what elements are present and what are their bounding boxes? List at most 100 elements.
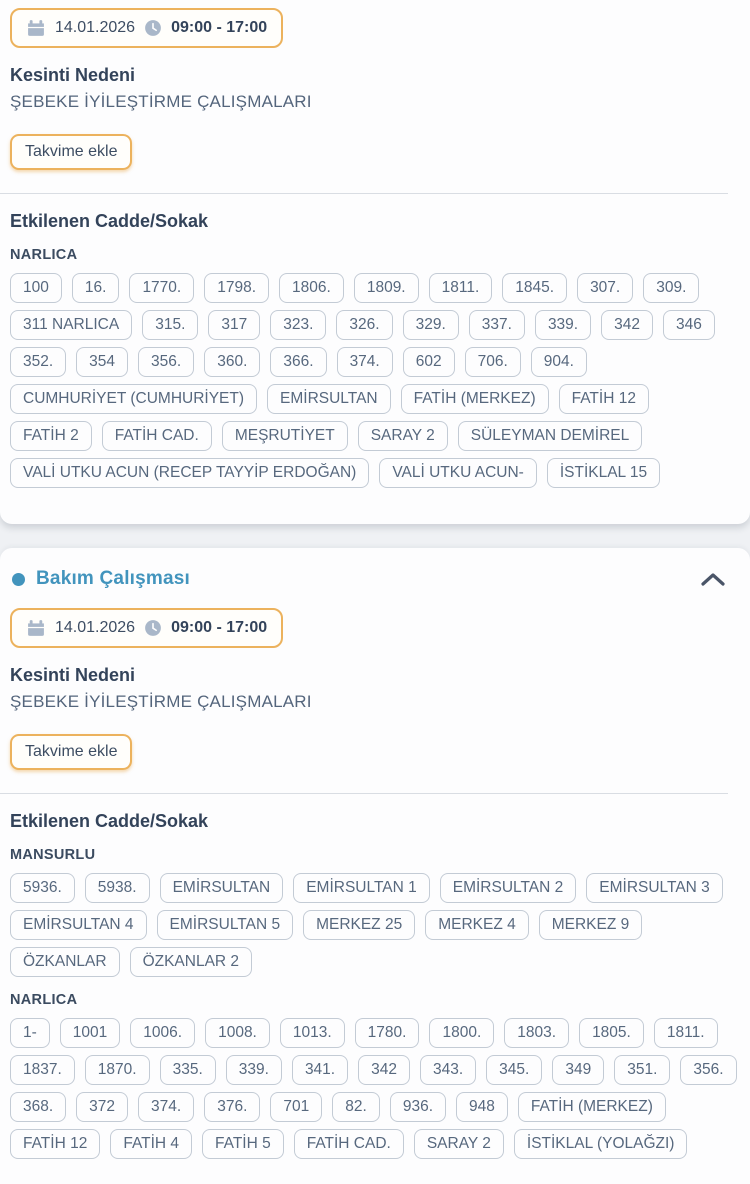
street-chip: 349	[552, 1055, 605, 1085]
street-chip: CUMHURİYET (CUMHURİYET)	[10, 384, 258, 414]
outage-date: 14.01.2026	[55, 619, 136, 636]
street-chip: 82.	[332, 1092, 380, 1122]
street-chip: 346	[662, 310, 715, 340]
street-chip-list: 1- 1001 1006. 1008. 1013. 1780. 1800. 1803. 1805…	[10, 1018, 740, 1159]
street-chip: 1811.	[653, 1018, 718, 1048]
street-chip: 706.	[464, 347, 521, 377]
street-chip: 1811.	[428, 273, 493, 303]
street-chip: 345.	[486, 1055, 543, 1085]
street-chip: EMİRSULTAN	[267, 384, 391, 414]
outage-date: 14.01.2026	[55, 19, 136, 36]
accordion-title: Bakım Çalışması	[36, 568, 191, 589]
divider	[0, 193, 728, 194]
street-chip: FATİH 12	[10, 1129, 101, 1159]
street-chip: 366.	[270, 347, 327, 377]
street-chip: 307.	[577, 273, 634, 303]
street-chip: 1008.	[205, 1018, 270, 1048]
street-chip: 1806.	[279, 273, 344, 303]
street-chip: EMİRSULTAN	[159, 873, 284, 903]
street-chip: 323.	[270, 310, 327, 340]
street-chip: 339.	[225, 1055, 282, 1085]
clock-icon	[144, 19, 162, 37]
street-chip: 337.	[468, 310, 525, 340]
street-chip: 317	[208, 310, 261, 340]
street-chip: SÜLEYMAN DEMİREL	[457, 421, 643, 451]
date-time-badge: 14.01.2026 09:00 - 17:00	[10, 8, 284, 48]
chevron-up-icon[interactable]	[700, 571, 726, 587]
street-chip: MERKEZ 9	[538, 910, 643, 940]
street-chip: VALİ UTKU ACUN (RECEP TAYYİP ERDOĞAN)	[10, 458, 370, 488]
clock-icon	[144, 619, 162, 637]
street-chip: EMİRSULTAN 3	[586, 873, 723, 903]
street-chip: FATİH 2	[10, 421, 92, 451]
street-chip: 326.	[336, 310, 393, 340]
street-chip: 936.	[389, 1092, 446, 1122]
calendar-icon	[26, 18, 46, 38]
street-chip: 1845.	[502, 273, 568, 303]
street-chip: 1-	[10, 1018, 50, 1048]
street-chip: 356.	[138, 347, 195, 377]
reason-text: ŞEBEKE İYİLEŞTİRME ÇALIŞMALARI	[10, 92, 312, 111]
street-chip: FATİH 4	[110, 1129, 193, 1159]
street-chip: FATİH CAD.	[293, 1129, 404, 1159]
street-chip: 100	[10, 273, 62, 303]
street-chip: 1870.	[84, 1055, 150, 1085]
street-chip: 360.	[204, 347, 261, 377]
street-chip: 329.	[402, 310, 459, 340]
street-chip: FATİH 12	[558, 384, 649, 414]
divider	[0, 793, 728, 794]
street-groups: NARLICA 100 16. 1770. 1798. 1806. 1809. 1811. 18…	[10, 247, 740, 488]
reason-label: Kesinti Nedeni	[10, 65, 136, 85]
outage-card-maintenance: Bakım Çalışması 14.01.2026 09:00 - 17:00…	[0, 548, 750, 1184]
street-chip: 1837.	[10, 1055, 75, 1085]
street-chip: ÖZKANLAR 2	[129, 947, 253, 977]
street-chip: 5938.	[84, 873, 150, 903]
street-chip: 701	[270, 1092, 323, 1122]
street-chip: 341.	[291, 1055, 349, 1085]
street-chip: 335.	[159, 1055, 216, 1085]
street-chip: MERKEZ 4	[425, 910, 529, 940]
street-chip: 309.	[643, 273, 700, 303]
street-chip: EMİRSULTAN 5	[156, 910, 294, 940]
reason-text: ŞEBEKE İYİLEŞTİRME ÇALIŞMALARI	[10, 692, 312, 711]
street-chip: FATİH (MERKEZ)	[400, 384, 549, 414]
street-chip: 315.	[142, 310, 199, 340]
street-chip: FATİH CAD.	[101, 421, 212, 451]
accordion-header-maintenance[interactable]: Bakım Çalışması	[10, 564, 740, 592]
street-chip: 374.	[336, 347, 393, 377]
street-groups: MANSURLU 5936. 5938. EMİRSULTAN EMİRSULTAN 1…	[10, 847, 740, 1159]
dot-icon	[12, 572, 25, 586]
street-chip: 602	[402, 347, 455, 377]
street-chip: 16.	[71, 273, 120, 303]
street-chip: SARAY 2	[413, 1129, 504, 1159]
street-chip: 1803.	[504, 1018, 570, 1048]
street-chip: ÖZKANLAR	[10, 947, 120, 977]
street-chip: 1800.	[429, 1018, 495, 1048]
street-chip: MERKEZ 25	[303, 910, 416, 940]
calendar-icon	[26, 618, 46, 638]
street-chip: FATİH (MERKEZ)	[517, 1092, 666, 1122]
add-to-calendar-button[interactable]: Takvime ekle	[10, 134, 133, 170]
street-chip: 351.	[614, 1055, 671, 1085]
district-name: NARLICA	[10, 247, 78, 263]
street-chip: VALİ UTKU ACUN-	[379, 458, 537, 488]
add-to-calendar-button[interactable]: Takvime ekle	[10, 734, 133, 770]
street-chip: İSTİKLAL 15	[546, 458, 661, 488]
outage-time: 09:00 - 17:00	[171, 19, 268, 36]
affected-streets-label: Etkilenen Cadde/Sokak	[10, 811, 209, 831]
street-chip: EMİRSULTAN 1	[293, 873, 430, 903]
street-chip: 948	[456, 1092, 508, 1122]
street-chip: 354	[76, 347, 129, 377]
street-chip: 374.	[138, 1092, 195, 1122]
street-chip: MEŞRUTİYET	[221, 421, 348, 451]
street-chip: 1809.	[353, 273, 419, 303]
street-chip: SARAY 2	[357, 421, 448, 451]
street-chip: 356.	[680, 1055, 737, 1085]
street-chip: 339.	[534, 310, 592, 340]
outage-time: 09:00 - 17:00	[171, 619, 268, 636]
street-chip: 1001	[59, 1018, 121, 1048]
street-chip: 342	[601, 310, 653, 340]
street-chip: FATİH 5	[202, 1129, 284, 1159]
street-chip-list: 5936. 5938. EMİRSULTAN EMİRSULTAN 1 EMİRSULT…	[10, 873, 740, 977]
street-chip: 1780.	[354, 1018, 420, 1048]
